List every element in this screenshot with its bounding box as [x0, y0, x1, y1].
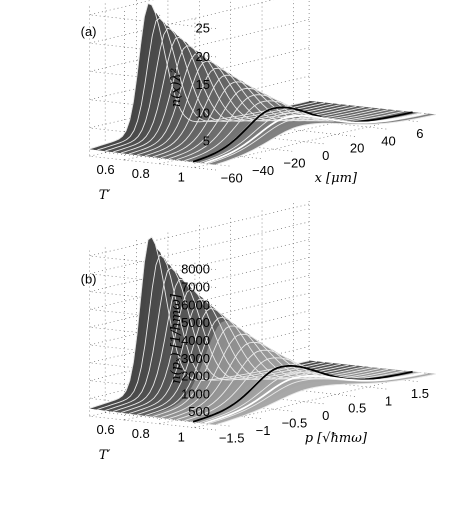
highlight-curve: [204, 112, 425, 164]
x-tick-label: −60: [221, 170, 243, 185]
isotherm-line: [113, 278, 333, 412]
x-tick-label: 0: [322, 148, 329, 163]
isotherm-line: [176, 349, 397, 421]
x-axis-label: x [μm]: [315, 171, 358, 186]
z-tick-label: 5: [203, 134, 210, 149]
isotherm-curves: [89, 236, 436, 426]
z-tick-label: 3000: [181, 351, 210, 366]
z-tick-label: 8000: [181, 262, 210, 277]
x-tick-label: 6: [416, 126, 423, 141]
z-axis-label: n(x)λ²: [169, 68, 184, 107]
x-tick-label: 20: [350, 141, 364, 156]
isotherm-line: [152, 325, 373, 418]
isotherm-line: [160, 81, 381, 159]
t-axis-label: T′: [99, 448, 111, 463]
z-tick-label: 1000: [181, 386, 210, 401]
highlight-curve: [192, 364, 413, 423]
x-tick-label: 0.5: [348, 401, 366, 416]
isotherm-line: [152, 74, 373, 158]
isotherm-line: [215, 373, 436, 426]
x-tick-label: 1: [385, 393, 392, 408]
isotherm-line: [160, 333, 381, 419]
z-tick-label: 2000: [181, 369, 210, 384]
x-tick-label: 40: [381, 133, 395, 148]
grid-line: [194, 115, 415, 168]
t-tick-label: 1: [178, 430, 185, 445]
z-tick-label: 500: [188, 404, 210, 419]
isotherm-line: [97, 254, 318, 410]
isotherm-line: [168, 341, 389, 420]
z-tick-label: 6000: [181, 297, 210, 312]
axes: 50010002000300040005000600070008000−1.5−…: [81, 262, 429, 463]
axes: 5 10 15 20 25 −60 −40 −20 0 20 40 6 0.6 0.8 1 n(x)λ² x […: [81, 21, 424, 203]
t-tick-label: 0.8: [132, 166, 150, 181]
x-axis-label: p [√ħmω]: [305, 431, 368, 446]
z-tick-label: 20: [196, 49, 210, 64]
isotherm-line: [168, 87, 389, 160]
panel-label: (b): [81, 271, 97, 286]
isotherm-curves: [89, 2, 436, 165]
z-tick-label: 15: [196, 77, 210, 92]
x-tick-label: 1.5: [411, 386, 429, 401]
isotherm-line: [176, 94, 397, 161]
grid-line: [89, 198, 310, 417]
highlight-curve: [204, 372, 425, 425]
grid-line: [89, 203, 310, 271]
highlight-curve: [192, 106, 413, 163]
t-axis-label: T′: [99, 188, 111, 203]
panel-b: 50010002000300040005000600070008000−1.5−…: [81, 198, 436, 463]
isotherm-line: [184, 357, 405, 422]
x-tick-label: −1: [256, 423, 271, 438]
isotherm-line: [215, 114, 436, 165]
z-tick-label: 7000: [181, 280, 210, 295]
z-axis-label: n(pₓ) [1/ħmω]: [169, 293, 184, 384]
x-tick-label: −40: [252, 163, 274, 178]
z-tick-label: 10: [196, 105, 210, 120]
z-tick-label: 5000: [181, 315, 210, 330]
x-tick-label: −0.5: [282, 415, 308, 430]
x-tick-label: 0: [322, 408, 329, 423]
t-tick-label: 1: [178, 170, 185, 185]
grid-line: [194, 375, 415, 428]
x-tick-label: −1.5: [219, 430, 245, 445]
z-tick-label: 25: [196, 21, 210, 36]
z-tick-label: 4000: [181, 333, 210, 348]
x-tick-label: −20: [283, 155, 305, 170]
panel-a: 5 10 15 20 25 −60 −40 −20 0 20 40 6 0.6 0.8 1 n(x)λ² x […: [81, 0, 436, 203]
panel-label: (a): [81, 24, 97, 39]
t-tick-label: 0.6: [97, 422, 115, 437]
t-tick-label: 0.6: [97, 162, 115, 177]
isotherm-line: [136, 60, 357, 156]
t-tick-label: 0.8: [132, 426, 150, 441]
isotherm-line: [105, 267, 326, 411]
